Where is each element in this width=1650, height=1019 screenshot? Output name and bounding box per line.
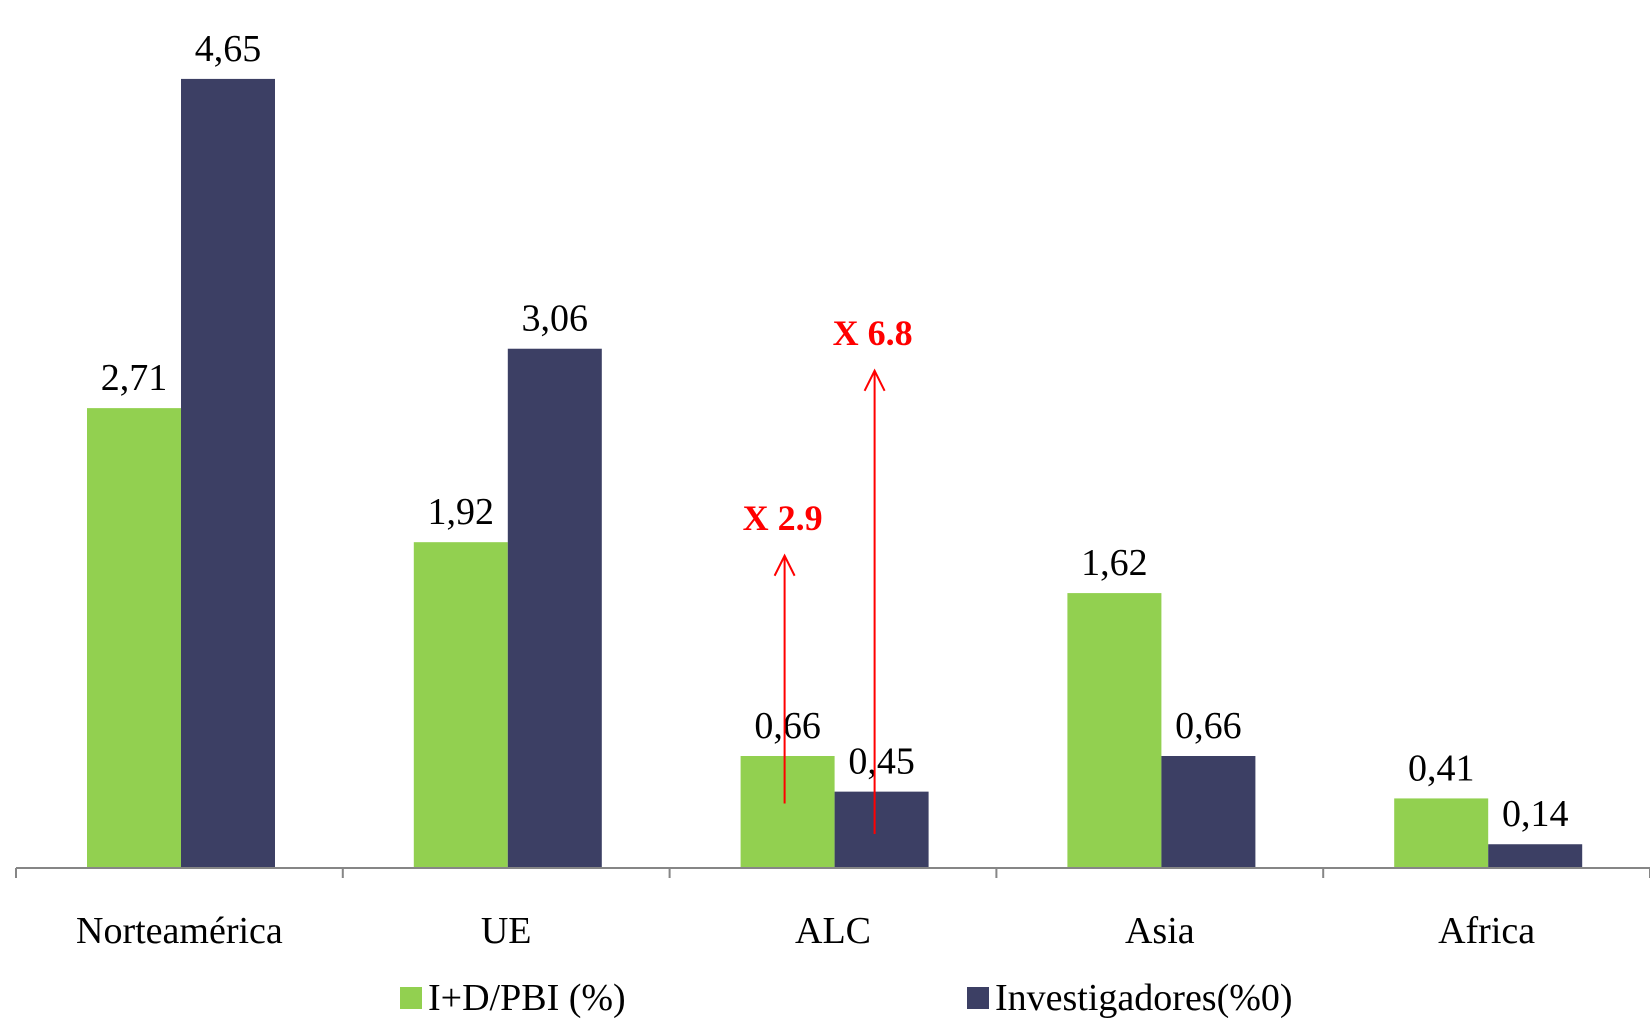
value-label-s0-ue: 1,92 xyxy=(428,491,495,533)
bar-s1-ue xyxy=(507,348,602,868)
data-labels: 2,71 1,92 0,66 1,62 0,41 4,65 3,06 0,45 0,66 0,14 xyxy=(101,28,1569,835)
bar-s1-africa xyxy=(1488,844,1583,868)
bar-s1-alc xyxy=(834,791,929,868)
value-label-s1-ue: 3,06 xyxy=(522,298,589,340)
category-label-alc: ALC xyxy=(795,910,871,952)
legend-label-0: I+D/PBI (%) xyxy=(428,977,626,1019)
bar-s1-norteamerica xyxy=(181,78,275,869)
bar-s0-norteamerica xyxy=(87,408,181,868)
annotation-label-0: X 2.9 xyxy=(743,498,823,538)
value-label-s1-norteamerica: 4,65 xyxy=(195,28,262,70)
bar-s0-alc xyxy=(740,756,835,868)
category-label-asia: Asia xyxy=(1125,910,1195,952)
bars-layer xyxy=(87,78,1583,869)
annotations: X 2.9 X 6.8 xyxy=(743,313,913,835)
annotation-label-1: X 6.8 xyxy=(833,313,913,353)
bar-s1-asia xyxy=(1161,756,1256,868)
legend: I+D/PBI (%) Investigadores(%0) xyxy=(400,977,1293,1019)
annotation-arrowhead-1 xyxy=(863,368,886,392)
bar-s0-africa xyxy=(1394,798,1489,868)
x-axis: Norteamérica UE ALC Asia Africa xyxy=(15,867,1650,952)
category-label-africa: Africa xyxy=(1438,910,1535,952)
legend-swatch-1 xyxy=(967,987,989,1009)
legend-label-1: Investigadores(%0) xyxy=(995,977,1293,1019)
value-label-s1-alc: 0,45 xyxy=(848,741,915,783)
bar-s0-ue xyxy=(413,542,508,868)
bar-s0-asia xyxy=(1067,593,1162,868)
value-label-s1-asia: 0,66 xyxy=(1175,705,1242,747)
value-label-s0-africa: 0,41 xyxy=(1408,747,1475,789)
category-label-ue: UE xyxy=(481,910,532,952)
annotation-arrowhead-0 xyxy=(773,553,796,577)
value-label-s1-africa: 0,14 xyxy=(1502,793,1569,835)
legend-swatch-0 xyxy=(400,987,422,1009)
value-label-s0-asia: 1,62 xyxy=(1081,542,1148,584)
category-label-norteamerica: Norteamérica xyxy=(76,910,283,952)
value-label-s0-norteamerica: 2,71 xyxy=(101,357,168,399)
value-label-s0-alc: 0,66 xyxy=(754,705,821,747)
